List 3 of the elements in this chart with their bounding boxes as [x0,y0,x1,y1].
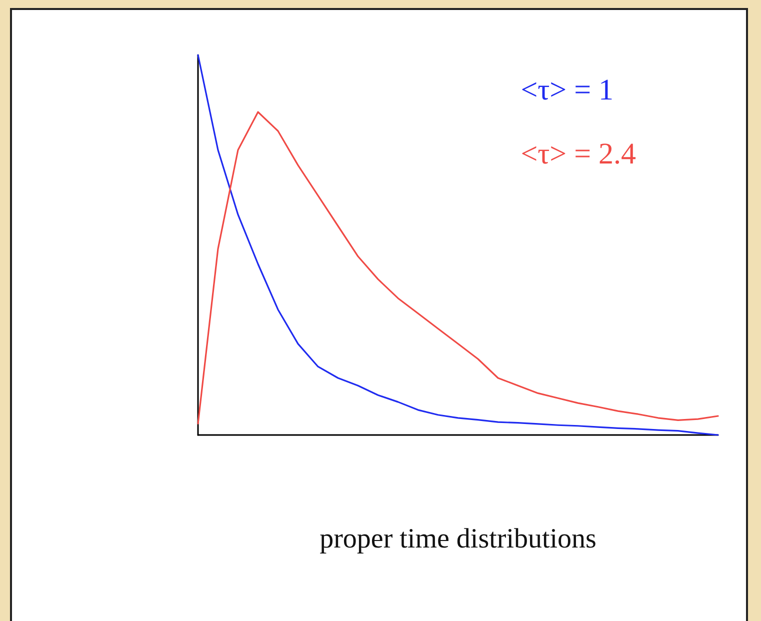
x-axis-title: proper time distributions [320,524,596,554]
text: <τ> = 2.4 [520,138,636,170]
text: <τ> = 1 [520,74,614,106]
